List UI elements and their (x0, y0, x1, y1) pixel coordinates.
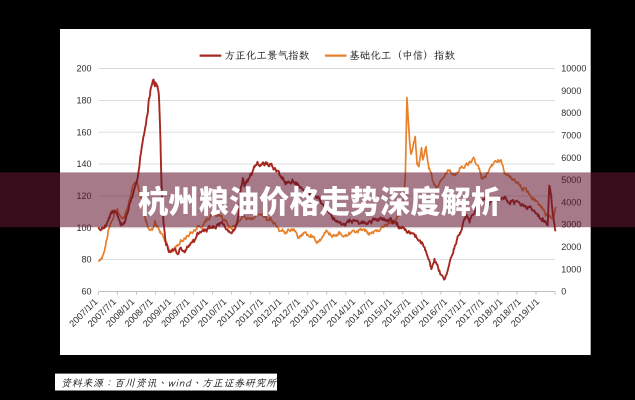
svg-text:0: 0 (561, 287, 566, 297)
svg-text:9000: 9000 (561, 86, 581, 96)
svg-text:1000: 1000 (561, 264, 581, 274)
svg-text:10000: 10000 (561, 64, 586, 74)
svg-text:200: 200 (76, 64, 91, 74)
svg-text:2000: 2000 (561, 242, 581, 252)
svg-text:160: 160 (76, 127, 91, 137)
svg-text:8000: 8000 (561, 108, 581, 118)
svg-text:6000: 6000 (561, 153, 581, 163)
svg-text:140: 140 (76, 159, 91, 169)
svg-text:180: 180 (76, 96, 91, 106)
svg-text:60: 60 (81, 287, 91, 297)
svg-text:100: 100 (76, 223, 91, 233)
svg-text:7000: 7000 (561, 131, 581, 141)
svg-text:80: 80 (81, 255, 91, 265)
